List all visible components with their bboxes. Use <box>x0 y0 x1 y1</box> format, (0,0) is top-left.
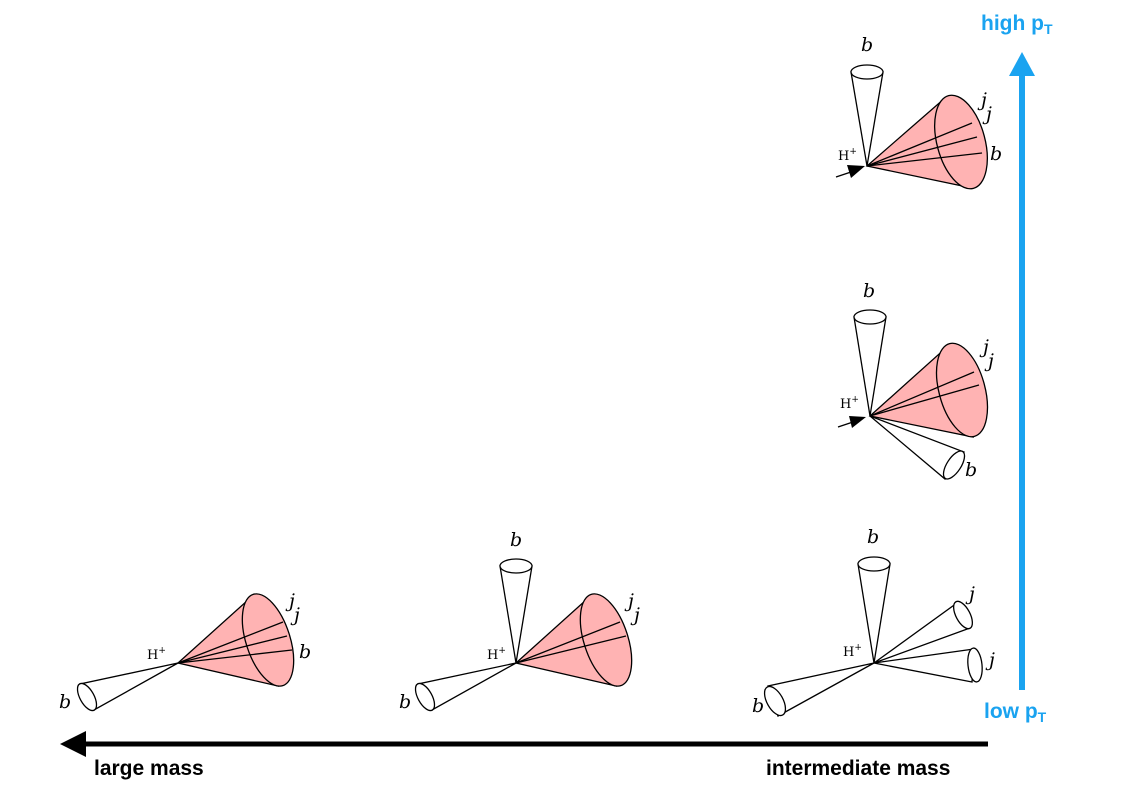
jet-label-j2: j <box>985 649 995 671</box>
jet-label-j2: j <box>984 350 994 372</box>
recoil-b-cone <box>763 662 875 717</box>
jet-label-b: b <box>299 641 311 663</box>
recoil-b-label: b <box>399 691 411 713</box>
high-pt-label: high pT <box>981 12 1053 37</box>
jet-label-j1: j <box>624 590 634 612</box>
diagram-bottom-right: H+ b j j b <box>752 526 995 717</box>
diagram-bottom-middle: H+ b j j b <box>399 529 640 713</box>
jet-label-j2: j <box>630 604 640 626</box>
higgs-label: H+ <box>838 147 857 164</box>
diagram-top-right: H+ b j j b <box>835 34 1002 190</box>
incoming-arrow <box>837 416 866 428</box>
jet-cone-j2 <box>873 647 983 683</box>
intermediate-mass-label: intermediate mass <box>766 757 951 780</box>
top-b-label: b <box>863 280 875 302</box>
jet-label-j1: j <box>965 583 975 605</box>
vertical-pt-arrow <box>1009 52 1035 690</box>
merged-jet-cone <box>514 593 633 687</box>
jet-label-j1: j <box>285 590 295 612</box>
recoil-b-label: b <box>59 691 71 713</box>
top-b-cone <box>857 556 891 664</box>
jet-label-j1: j <box>979 336 989 358</box>
merged-jet-cone <box>176 593 295 687</box>
higgs-label: H+ <box>147 646 166 663</box>
merged-jet-cone <box>868 342 989 438</box>
top-b-cone <box>853 309 887 417</box>
higgs-label: H+ <box>843 643 862 660</box>
diagram-middle-right: H+ b j j b <box>837 280 994 481</box>
top-b-cone <box>499 558 533 664</box>
recoil-b-cone <box>76 662 179 712</box>
lower-b-label: b <box>965 459 977 481</box>
jet-label-j1: j <box>977 89 987 111</box>
top-b-label: b <box>861 34 873 56</box>
merged-jet-cone <box>865 94 988 190</box>
jet-label-j2: j <box>982 103 992 125</box>
jet-cone-j1 <box>873 600 974 664</box>
jet-label-b: b <box>990 143 1002 165</box>
top-b-label: b <box>867 526 879 548</box>
recoil-b-cone <box>414 662 517 712</box>
lower-b-cone <box>869 415 966 480</box>
higgs-label: H+ <box>487 646 506 663</box>
incoming-arrow <box>835 165 865 178</box>
recoil-b-label: b <box>752 695 764 717</box>
top-b-cone <box>850 64 884 167</box>
diagram-bottom-left: H+ j j b b <box>59 590 311 713</box>
low-pt-label: low pT <box>984 700 1047 725</box>
large-mass-label: large mass <box>94 757 204 780</box>
top-b-label: b <box>510 529 522 551</box>
jet-label-j2: j <box>290 604 300 626</box>
higgs-label: H+ <box>840 395 859 412</box>
horizontal-mass-arrow <box>60 731 988 757</box>
